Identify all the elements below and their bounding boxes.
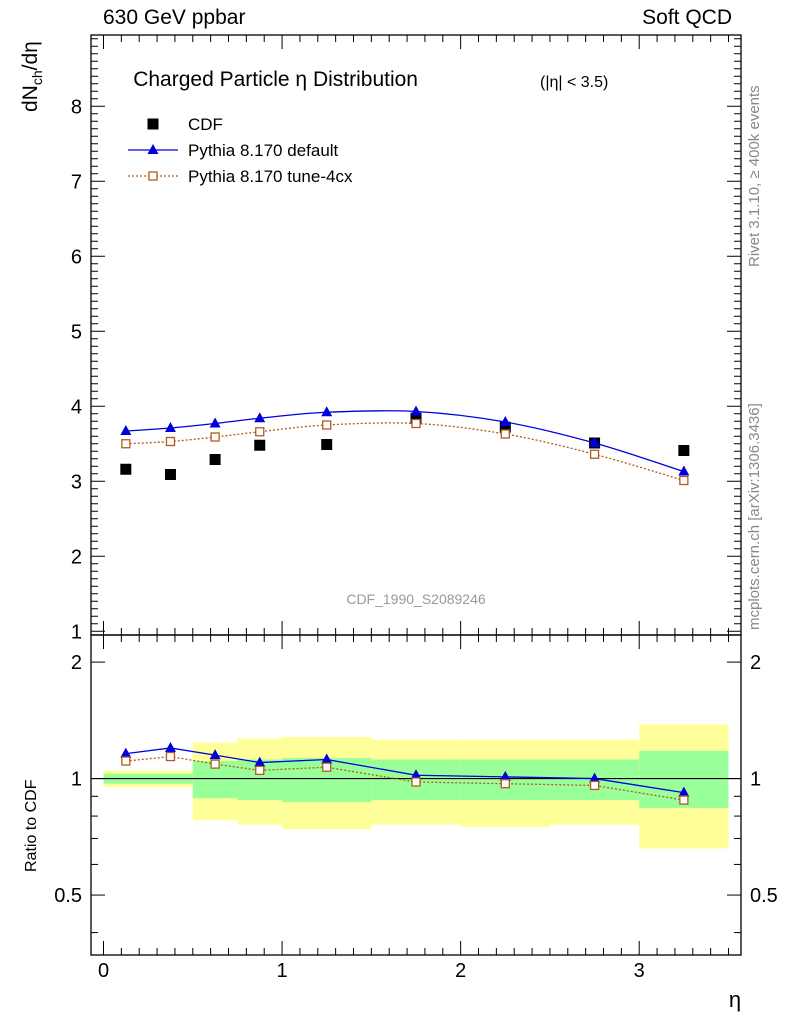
legend-marker-cdf xyxy=(147,118,159,130)
pythia-8-170-tune-4cx-point xyxy=(411,418,421,429)
legend-label-pythia-8-170-default: Pythia 8.170 default xyxy=(188,141,339,160)
pythia-8-170-default-line xyxy=(125,410,685,473)
y-tick-label: 1 xyxy=(71,621,82,643)
ratio-y-tick-label-right: 1 xyxy=(750,769,761,791)
pythia-8-170-default-point xyxy=(120,425,132,435)
ratio-pythia-8-170-tune-4cx-point xyxy=(322,762,332,772)
ratio-pythia-8-170-tune-4cx-point xyxy=(500,779,510,789)
header-left-label: 630 GeV ppbar xyxy=(103,6,246,29)
legend: CDF Pythia 8.170 default Pythia 8.170 tune… xyxy=(128,115,353,186)
cdf-point xyxy=(499,421,511,433)
analysis-label: CDF_1990_S2089246 xyxy=(346,591,486,607)
ratio-pythia-8-170-default-point xyxy=(678,786,690,797)
y-tick-label: 5 xyxy=(71,321,82,343)
pythia-8-170-default-point xyxy=(499,416,511,426)
svg-text:dNch/dη: dNch/dη xyxy=(19,41,45,112)
pythia-8-170-tune-4cx-point xyxy=(165,436,176,447)
ratio-pythia-8-170-tune-4cx-point xyxy=(210,759,220,769)
header-right-label: Soft QCD xyxy=(642,6,732,29)
cdf-point xyxy=(120,463,132,475)
ratio-pythia-8-170-default-point xyxy=(120,747,132,758)
legend-marker-pythia-8-170-default xyxy=(147,144,159,154)
ratio-y-tick-label: 2 xyxy=(71,652,82,674)
pythia-8-170-tune-4cx-point xyxy=(322,420,332,430)
pythia-8-170-tune-4cx-point xyxy=(679,475,689,486)
legend-label-cdf: CDF xyxy=(188,115,223,134)
y-tick-label: 4 xyxy=(71,396,82,418)
pythia-8-170-tune-4cx-point xyxy=(589,449,600,459)
x-axis-label: η xyxy=(729,987,741,1012)
pythia-8-170-tune-4cx-point xyxy=(121,439,131,449)
ratio-pythia-8-170-tune-4cx-point xyxy=(255,765,265,776)
ratio-panel-frame: 0.5 0.5 1 1 2 2 xyxy=(54,634,778,956)
chart-title-suffix: (|η| < 3.5) xyxy=(540,74,608,91)
ratio-pythia-8-170-tune-4cx-point xyxy=(165,751,176,762)
ratio-pythia-8-170-default-point xyxy=(164,741,176,752)
y-tick-label: 7 xyxy=(71,171,82,193)
x-tick-label: 2 xyxy=(455,960,466,982)
ratio-pythia-8-170-tune-4cx-point xyxy=(121,756,131,766)
cdf-point xyxy=(254,439,266,451)
x-tick-label: 1 xyxy=(277,960,288,982)
ratio-pythia-8-170-default-point xyxy=(589,772,601,783)
pythia-8-170-default-point xyxy=(589,437,601,447)
cdf-point xyxy=(321,439,333,450)
pythia-8-170-tune-4cx-line xyxy=(125,422,685,482)
ratio-pythia-8-170-tune-4cx-point xyxy=(679,795,689,805)
pythia-8-170-default-point xyxy=(321,406,333,417)
chart-title: Charged Particle η Distribution xyxy=(133,68,418,91)
ratio-pythia-8-170-default-point xyxy=(410,769,422,780)
ratio-pythia-8-170-tune-4cx-point xyxy=(589,780,600,791)
ratio-pythia-8-170-default-point xyxy=(321,753,333,764)
y-axis-label-tail: /dη xyxy=(19,41,42,70)
legend-label-pythia-8-170-tune-4cx: Pythia 8.170 tune-4cx xyxy=(188,167,353,186)
pythia-8-170-tune-4cx-point xyxy=(210,432,220,442)
ratio-panel-border xyxy=(90,634,742,956)
y-axis-label: dNch/dη xyxy=(19,41,45,112)
cdf-point xyxy=(164,469,176,480)
ratio-y-tick-label: 1 xyxy=(71,769,82,791)
cdf-point xyxy=(410,412,422,424)
x-tick-label: 3 xyxy=(634,960,645,982)
pythia-8-170-default-point xyxy=(410,405,422,416)
pythia-8-170-tune-4cx-point xyxy=(500,429,510,439)
cdf-point xyxy=(678,445,690,456)
pythia-8-170-default-point xyxy=(254,412,266,423)
ratio-pythia-8-170-tune-4cx-line xyxy=(125,755,684,801)
ratio-pythia-8-170-default-point xyxy=(209,749,221,760)
pythia-8-170-tune-4cx-point xyxy=(255,427,265,437)
y-tick-label: 3 xyxy=(71,471,82,493)
pythia-8-170-default-point xyxy=(678,465,690,476)
legend-marker-pythia-8-170-tune-4cx xyxy=(148,171,158,181)
y-tick-label: 6 xyxy=(71,246,82,268)
ratio-y-tick-label-right: 0.5 xyxy=(750,885,778,907)
ratio-uncertainty-bands xyxy=(103,724,729,849)
y-tick-label: 2 xyxy=(71,546,82,568)
y-tick-label: 8 xyxy=(71,96,82,118)
pythia-8-170-default-point xyxy=(209,417,221,428)
ratio-y-tick-label-right: 2 xyxy=(750,652,761,674)
ratio-panel-series xyxy=(120,741,690,805)
y-axis-label-sub: ch xyxy=(29,70,45,85)
ratio-axis-label: Ratio to CDF xyxy=(23,779,40,872)
y-axis-label-main: dN xyxy=(19,85,42,112)
ratio-pythia-8-170-default-point xyxy=(499,770,511,781)
pythia-8-170-default-point xyxy=(164,422,176,432)
ratio-pythia-8-170-default-point xyxy=(254,756,266,767)
x-tick-label: 0 xyxy=(98,960,109,982)
ratio-y-tick-label: 0.5 xyxy=(54,885,82,907)
cdf-point xyxy=(209,454,221,465)
main-panel-series xyxy=(120,405,690,486)
ratio-pythia-8-170-tune-4cx-point xyxy=(411,777,421,787)
